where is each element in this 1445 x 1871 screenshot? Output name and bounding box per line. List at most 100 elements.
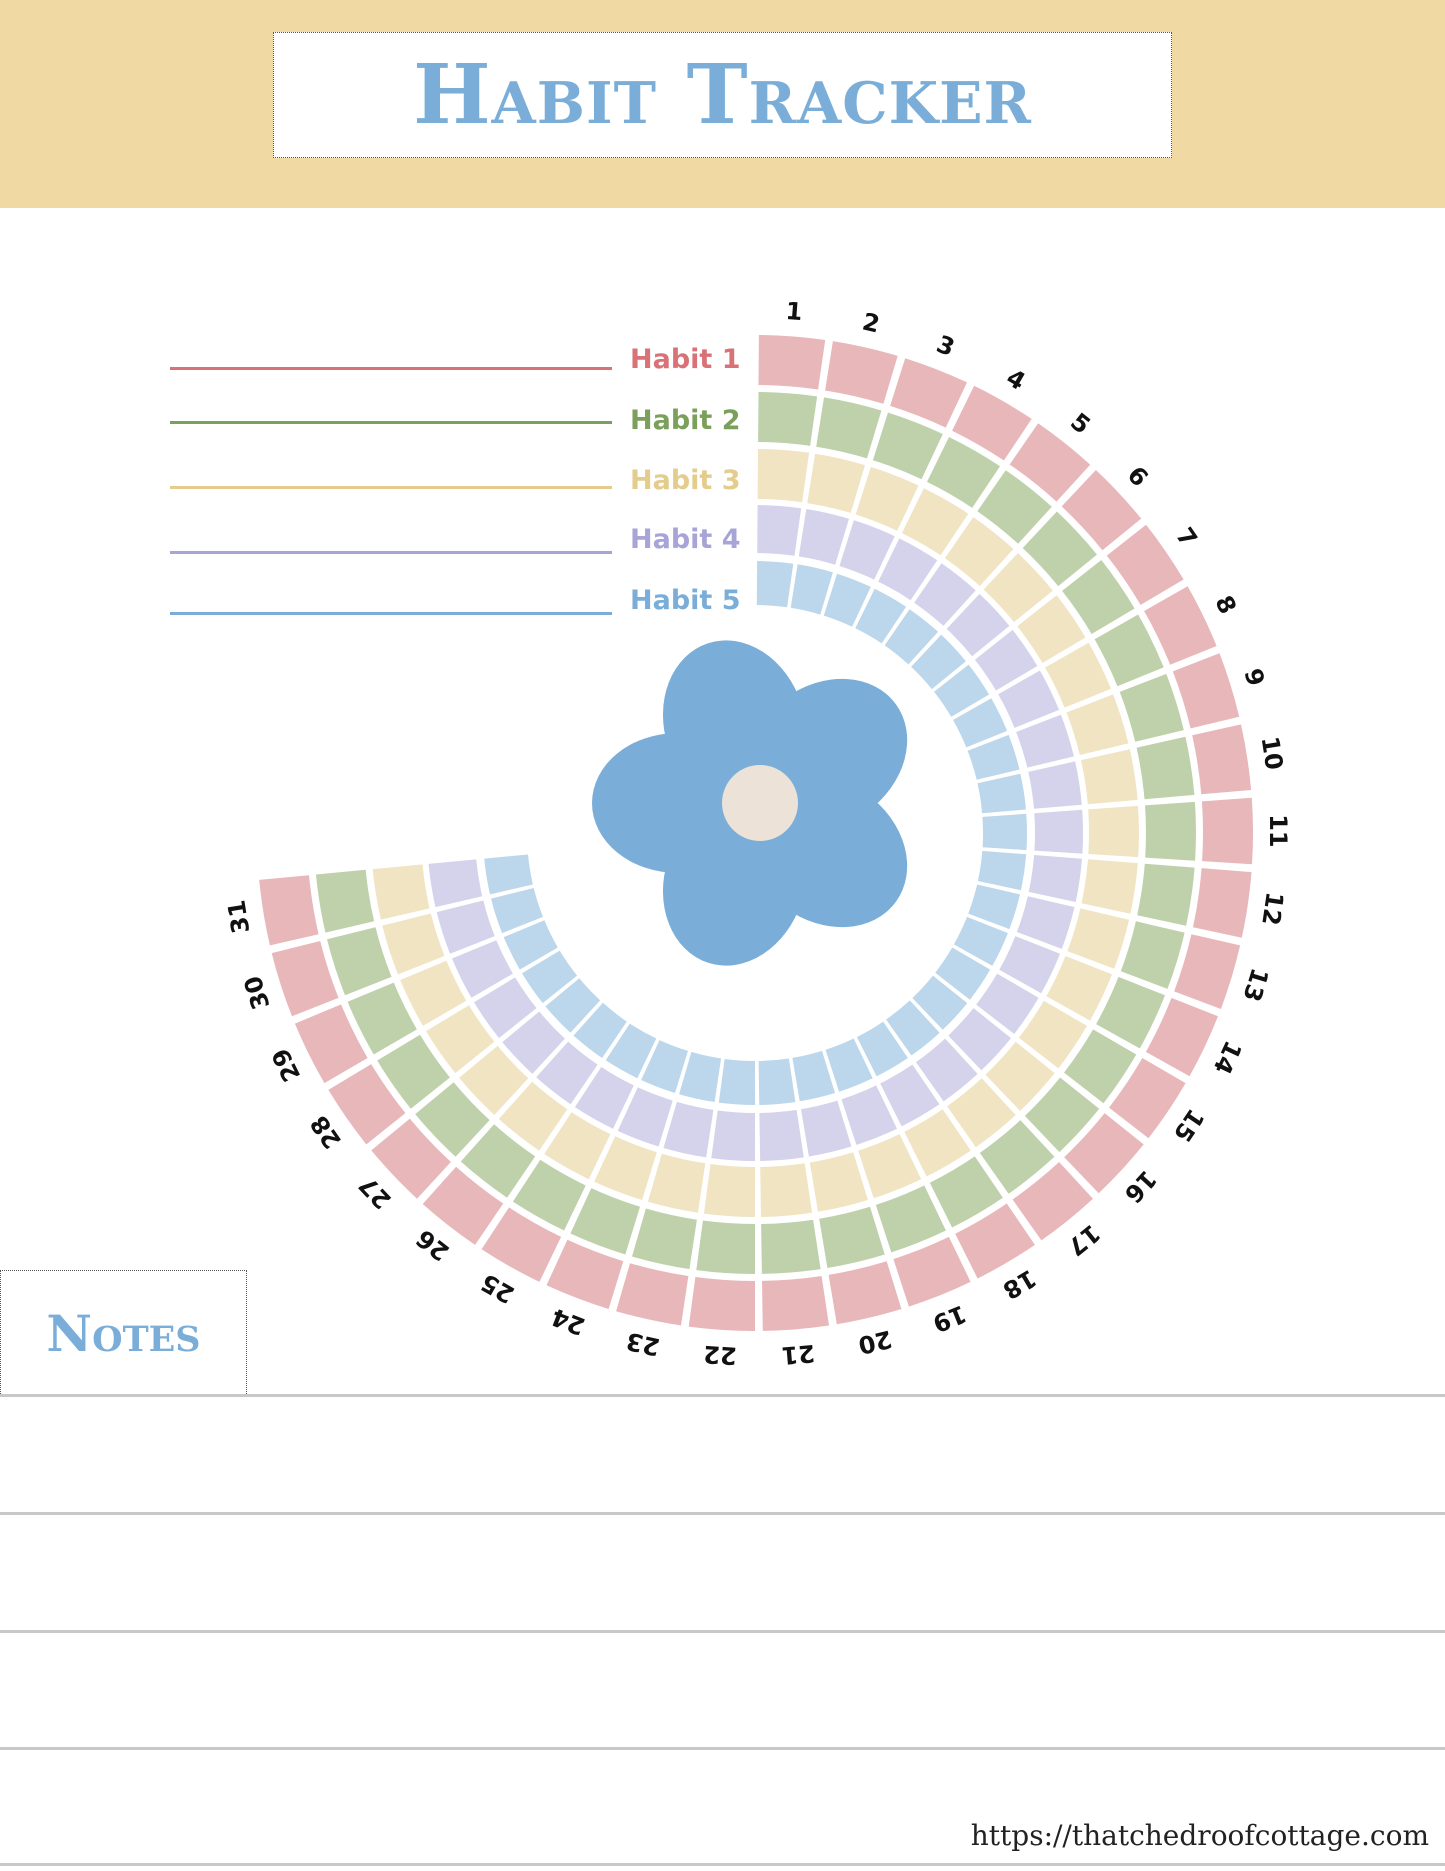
habit-2-day-13-cell[interactable] [1120,921,1185,989]
habit-2-day-1-cell[interactable] [758,392,818,446]
habit-5-day-13-cell[interactable] [968,884,1020,930]
habit-5-day-22-cell[interactable] [718,1059,755,1105]
habit-5-day-1-cell[interactable] [756,561,794,608]
habit-5-day-26-cell[interactable] [573,1002,627,1058]
habit-2-day-9-cell[interactable] [1119,673,1184,742]
habit-3-day-16-cell[interactable] [985,1041,1055,1111]
habit-3-day-7-cell[interactable] [1017,595,1086,663]
habit-1-day-3-cell[interactable] [890,358,967,428]
footer-url[interactable]: https://thatchedroofcottage.com [970,1819,1429,1852]
habit-3-day-24-cell[interactable] [594,1136,657,1200]
habit-3-day-22-cell[interactable] [703,1164,755,1217]
habit-1-day-15-cell[interactable] [1109,1058,1186,1139]
habit-2-day-10-cell[interactable] [1136,736,1195,800]
habit-3-day-3-cell[interactable] [855,466,919,531]
habit-3-day-15-cell[interactable] [1018,1000,1087,1069]
habit-4-day-24-cell[interactable] [617,1087,673,1147]
habit-5-day-30-cell[interactable] [491,888,543,934]
habit-1-day-13-cell[interactable] [1174,934,1241,1009]
habit-2-day-25-cell[interactable] [512,1159,586,1231]
habit-3-day-25-cell[interactable] [544,1112,611,1180]
habit-5-day-6-cell[interactable] [911,634,966,690]
habit-5-day-4-cell[interactable] [855,588,907,644]
habit-3-day-19-cell[interactable] [858,1134,922,1199]
habit-3-day-28-cell[interactable] [426,1005,495,1074]
habit-4-day-21-cell[interactable] [759,1109,804,1161]
habit-2-day-18-cell[interactable] [929,1156,1003,1228]
habit-2-day-31-cell[interactable] [316,869,375,933]
habit-5-day-8-cell[interactable] [953,698,1008,748]
habit-2-day-5-cell[interactable] [977,470,1052,544]
habit-1-day-28-cell[interactable] [328,1064,406,1145]
habit-5-day-2-cell[interactable] [790,564,833,615]
habit-4-day-2-cell[interactable] [798,509,849,565]
habit-2-day-7-cell[interactable] [1062,560,1135,634]
habit-1-day-31-cell[interactable] [259,875,319,946]
habit-2-day-29-cell[interactable] [347,982,417,1055]
habit-1-day-27-cell[interactable] [371,1118,451,1199]
habit-5-day-16-cell[interactable] [912,975,968,1030]
habit-5-day-17-cell[interactable] [886,1000,940,1056]
habit-4-day-28-cell[interactable] [474,977,537,1039]
habit-3-day-29-cell[interactable] [400,960,467,1026]
habit-4-day-19-cell[interactable] [841,1085,898,1145]
habit-4-day-20-cell[interactable] [801,1100,852,1157]
habit-3-day-12-cell[interactable] [1081,859,1138,914]
habit-4-day-9-cell[interactable] [1016,714,1074,768]
habit-3-day-20-cell[interactable] [809,1152,868,1212]
habit-4-day-3-cell[interactable] [839,520,895,580]
habit-2-day-2-cell[interactable] [816,397,882,459]
habit-4-day-16-cell[interactable] [948,1008,1011,1071]
habit-5-day-10-cell[interactable] [977,773,1027,814]
habit-3-day-21-cell[interactable] [760,1163,813,1217]
habit-4-day-7-cell[interactable] [974,629,1038,691]
habit-4-day-14-cell[interactable] [999,936,1060,994]
habit-5-day-29-cell[interactable] [503,920,558,970]
habit-3-day-6-cell[interactable] [983,553,1053,623]
habit-3-day-11-cell[interactable] [1088,805,1139,858]
habit-5-day-3-cell[interactable] [823,573,871,627]
habit-5-day-19-cell[interactable] [825,1038,873,1092]
note-line-3[interactable] [0,1630,1445,1633]
habit-1-day-24-cell[interactable] [546,1239,624,1309]
habit-2-day-11-cell[interactable] [1145,801,1196,861]
habit-3-day-4-cell[interactable] [901,488,969,556]
habit-1-day-1-cell[interactable] [758,335,826,390]
habit-5-day-25-cell[interactable] [605,1023,657,1079]
habit-2-day-6-cell[interactable] [1022,511,1097,587]
habit-1-day-26-cell[interactable] [422,1166,504,1245]
habit-4-day-1-cell[interactable] [757,505,802,556]
habit-2-day-21-cell[interactable] [761,1219,821,1274]
habit-5-day-15-cell[interactable] [935,947,991,1000]
habit-4-day-11-cell[interactable] [1034,809,1084,854]
habit-5-day-14-cell[interactable] [953,916,1008,966]
note-line-4[interactable] [0,1747,1445,1750]
habit-1-day-16-cell[interactable] [1064,1113,1144,1194]
habit-1-day-25-cell[interactable] [481,1207,562,1282]
habit-5-day-21-cell[interactable] [758,1058,796,1106]
habit-3-day-23-cell[interactable] [647,1153,706,1213]
habit-4-day-15-cell[interactable] [976,973,1039,1034]
habit-2-day-26-cell[interactable] [460,1124,536,1198]
habit-1-day-30-cell[interactable] [271,941,339,1017]
habit-1-day-18-cell[interactable] [955,1203,1035,1279]
habit-5-day-12-cell[interactable] [977,850,1027,891]
habit-4-day-29-cell[interactable] [452,940,513,998]
habit-2-day-23-cell[interactable] [632,1208,697,1270]
habit-3-day-13-cell[interactable] [1067,908,1130,969]
habit-3-day-14-cell[interactable] [1046,956,1112,1021]
habit-5-day-9-cell[interactable] [967,734,1020,780]
habit-4-day-5-cell[interactable] [914,563,976,626]
habit-1-day-29-cell[interactable] [294,1004,368,1084]
habit-1-line[interactable] [170,367,612,370]
habit-2-day-14-cell[interactable] [1096,976,1165,1049]
habit-2-day-19-cell[interactable] [875,1185,946,1253]
habit-2-day-17-cell[interactable] [979,1120,1055,1194]
habit-3-day-18-cell[interactable] [904,1109,971,1177]
habit-1-day-10-cell[interactable] [1192,724,1252,795]
habit-2-day-3-cell[interactable] [872,412,943,480]
habit-5-day-7-cell[interactable] [934,664,990,717]
habit-1-day-22-cell[interactable] [688,1277,755,1331]
habit-5-day-11-cell[interactable] [982,813,1028,851]
habit-3-day-30-cell[interactable] [382,913,445,975]
